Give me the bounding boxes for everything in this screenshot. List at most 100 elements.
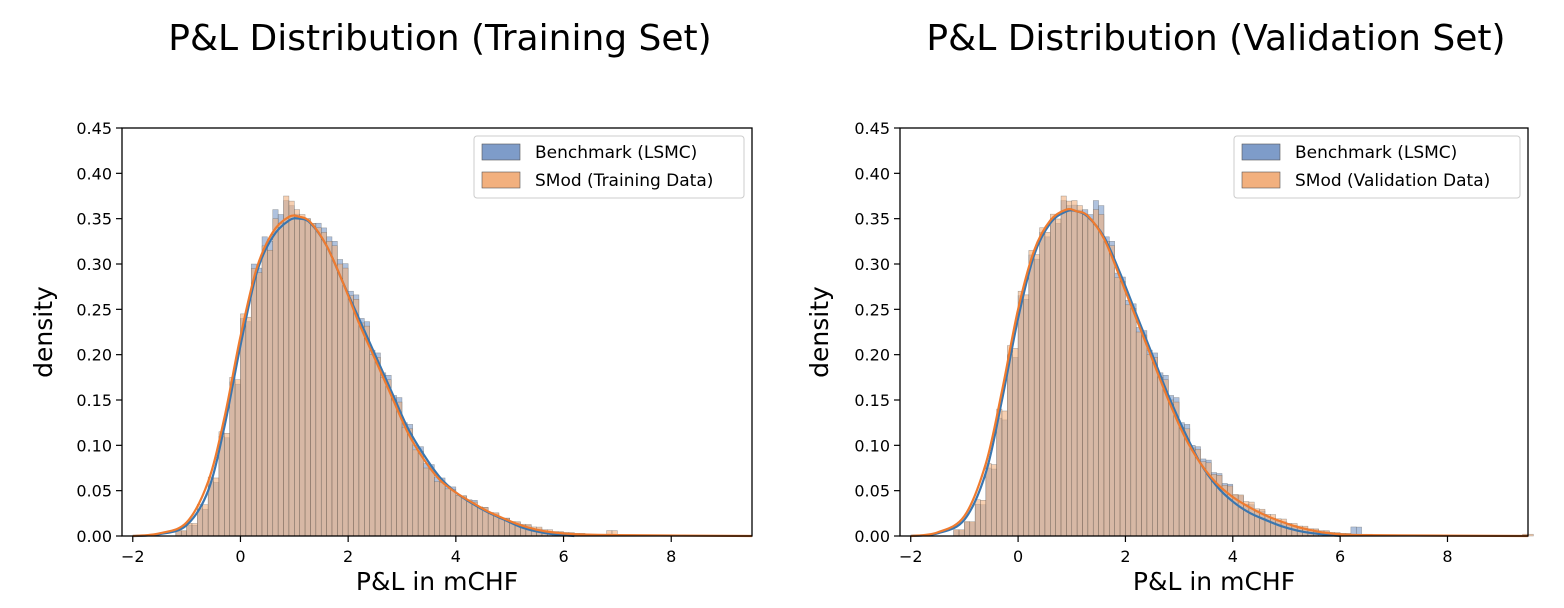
histogram-bar xyxy=(1087,218,1094,537)
y-tick-label: 0.25 xyxy=(854,300,890,319)
x-tick-label: 8 xyxy=(666,547,676,566)
histogram-bar xyxy=(498,517,505,537)
histogram-bar xyxy=(374,357,381,537)
x-axis-ticks: −2 0 2 4 6 8 xyxy=(899,536,1453,566)
histogram-bar xyxy=(974,499,981,537)
x-tick-label: 6 xyxy=(1335,547,1345,566)
histogram-bar xyxy=(283,195,290,537)
histogram-bar xyxy=(487,512,494,537)
histogram-bar xyxy=(1130,308,1137,537)
kde-curve xyxy=(910,209,1341,538)
legend-swatch-benchmark xyxy=(481,143,521,161)
chart-title: P&L Distribution (Training Set) xyxy=(168,18,711,59)
histogram-bar xyxy=(1109,245,1115,537)
histogram-bar xyxy=(240,313,247,537)
histogram-bar xyxy=(331,245,338,537)
kde-curve xyxy=(132,214,753,538)
legend: Benchmark (LSMC) SMod (Training Data) xyxy=(473,135,745,199)
y-tick-label: 0.15 xyxy=(76,391,112,410)
histogram-bar xyxy=(202,504,209,537)
histogram-bar xyxy=(1071,200,1078,537)
y-tick-label: 0.40 xyxy=(76,164,112,183)
y-tick-label: 0.30 xyxy=(76,255,112,274)
histogram-bar xyxy=(191,523,198,537)
histogram-bar xyxy=(1162,379,1169,537)
y-axis-label: density xyxy=(805,286,834,378)
histogram-bar xyxy=(224,433,230,537)
histogram-bar xyxy=(267,249,274,537)
histogram-bar xyxy=(180,530,187,537)
y-axis-ticks: 0.00 0.05 0.10 0.15 0.20 0.25 0.30 0.35 0.40 0.45 xyxy=(76,119,122,546)
histogram-bars xyxy=(175,195,618,537)
histogram-bar xyxy=(417,450,424,537)
histogram-bar xyxy=(320,232,327,537)
x-tick-label: 6 xyxy=(558,547,568,566)
histogram-bar xyxy=(401,426,408,537)
x-tick-label: −2 xyxy=(899,547,923,566)
histogram-bar xyxy=(460,495,467,537)
histogram-bar xyxy=(369,354,376,537)
histogram-bar xyxy=(380,377,387,537)
histogram-bar xyxy=(326,241,333,537)
legend-label-smod: SMod (Training Data) xyxy=(535,171,713,191)
y-tick-label: 0.00 xyxy=(76,527,112,546)
histogram-bar xyxy=(315,227,322,537)
histogram-bar xyxy=(396,401,403,537)
histogram-bar xyxy=(245,316,252,537)
histogram-bar xyxy=(342,267,349,537)
histogram-bars xyxy=(953,195,1534,537)
y-tick-label: 0.30 xyxy=(854,255,890,274)
legend-swatch-benchmark xyxy=(1241,143,1281,161)
x-tick-label: 4 xyxy=(451,547,461,566)
histogram-bar xyxy=(407,428,414,537)
histogram-bar xyxy=(985,463,992,537)
histogram-bar xyxy=(1527,533,1534,537)
histogram-bar xyxy=(385,379,392,537)
histogram-bar xyxy=(1039,227,1046,537)
x-tick-label: 8 xyxy=(1442,547,1452,566)
histogram-bar xyxy=(1050,213,1056,537)
kde-curves xyxy=(132,214,753,538)
histogram-bar xyxy=(304,218,311,537)
histogram-bar xyxy=(1141,334,1148,537)
kde-curves xyxy=(910,208,1529,538)
histogram-bar xyxy=(412,449,419,537)
histogram-bar xyxy=(1066,200,1073,537)
histogram-bar xyxy=(1103,241,1110,537)
x-axis-ticks: −2 0 2 4 6 8 xyxy=(121,536,676,566)
histogram-bar xyxy=(390,399,397,537)
histogram-bar xyxy=(256,272,263,537)
histogram-bar xyxy=(1157,377,1164,537)
chart-panel-training: P&L Distribution (Training Set) −2 0 2 4 6 8 … xyxy=(29,18,753,596)
legend: Benchmark (LSMC) SMod (Validation Data) xyxy=(1233,135,1521,199)
histogram-bar xyxy=(1168,399,1175,537)
histogram-bar xyxy=(1119,281,1126,537)
histogram-bar xyxy=(434,481,440,537)
histogram-bar xyxy=(1146,354,1153,537)
histogram-bar xyxy=(1028,250,1035,537)
x-axis-label: P&L in mCHF xyxy=(356,567,518,596)
histogram-bar xyxy=(337,263,344,537)
histogram-bar xyxy=(1060,195,1067,537)
legend-swatch-smod xyxy=(481,171,521,189)
legend-swatch-smod xyxy=(1241,171,1281,189)
x-tick-label: 4 xyxy=(1228,547,1238,566)
histogram-bar xyxy=(272,218,279,537)
y-tick-label: 0.10 xyxy=(76,436,112,455)
y-tick-label: 0.20 xyxy=(76,346,112,365)
histogram-bar xyxy=(288,200,295,537)
y-axis-label: density xyxy=(29,286,58,378)
y-tick-label: 0.40 xyxy=(854,164,890,183)
histogram-bar xyxy=(428,468,435,537)
histogram-bar xyxy=(1017,290,1024,537)
histogram-bar xyxy=(969,521,976,537)
y-tick-label: 0.25 xyxy=(76,300,112,319)
histogram-bar xyxy=(980,500,987,537)
y-tick-label: 0.35 xyxy=(76,210,112,229)
histogram-bar xyxy=(1044,232,1051,537)
kde-curve xyxy=(910,208,1529,538)
histogram-bar xyxy=(958,529,965,537)
histogram-bar xyxy=(477,506,484,537)
y-tick-label: 0.00 xyxy=(854,527,890,546)
